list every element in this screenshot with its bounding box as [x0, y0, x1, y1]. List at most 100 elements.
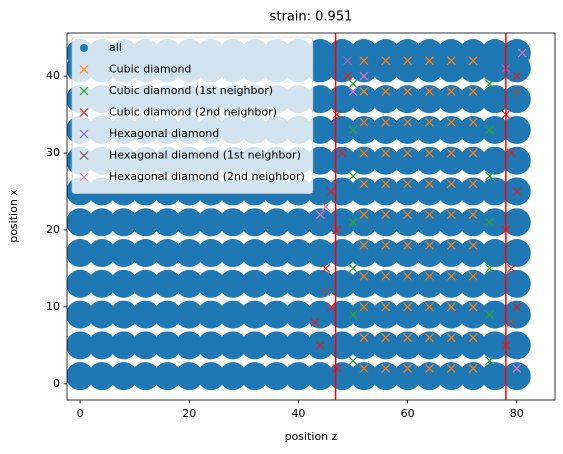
scatter-point	[446, 179, 456, 189]
scatter-point	[393, 239, 422, 268]
scatter-point	[371, 239, 400, 268]
scatter-point	[517, 48, 527, 58]
scatter-point	[349, 115, 378, 144]
scatter-point	[485, 125, 494, 135]
scatter-point	[480, 85, 509, 114]
scatter-point	[446, 87, 456, 96]
scatter-point	[381, 364, 391, 373]
scatter-point	[459, 115, 488, 144]
scatter-point	[197, 331, 226, 360]
scatter-point	[349, 239, 378, 268]
scatter-point	[131, 362, 160, 391]
scatter-point	[315, 210, 325, 220]
scatter-point	[459, 177, 488, 206]
scatter-point	[425, 117, 434, 127]
scatter-point	[393, 39, 422, 68]
scatter-point	[381, 271, 391, 281]
scatter-point	[459, 269, 488, 298]
scatter-point	[371, 208, 400, 237]
scatter-point	[131, 239, 160, 268]
scatter-point	[459, 85, 488, 114]
scatter-point	[359, 333, 369, 343]
scatter-point	[349, 208, 378, 237]
scatter-point	[371, 115, 400, 144]
scatter-point	[415, 115, 444, 144]
scatter-point	[87, 269, 116, 298]
scatter-point	[437, 115, 466, 144]
legend-marker	[79, 172, 89, 182]
scatter-point	[502, 85, 531, 114]
scatter-point	[425, 333, 434, 343]
scatter-point	[480, 208, 509, 237]
scatter-point	[381, 117, 391, 127]
scatter-point	[425, 87, 434, 96]
scatter-point	[109, 208, 138, 237]
scatter-point	[480, 362, 509, 391]
scatter-point	[381, 240, 391, 250]
scatter-point	[502, 362, 531, 391]
scatter-point	[512, 302, 522, 312]
scatter-point	[284, 208, 313, 237]
scatter-point	[348, 264, 358, 273]
scatter-point	[506, 264, 516, 273]
scatter-point	[175, 331, 204, 360]
scatter-point	[67, 208, 95, 237]
scatter-point	[485, 264, 494, 273]
x-tick-label: 40	[291, 407, 305, 420]
scatter-point	[459, 208, 488, 237]
scatter-point	[381, 179, 391, 189]
scatter-point	[109, 300, 138, 329]
scatter-point	[348, 356, 358, 366]
scatter-point	[480, 331, 509, 360]
scatter-point	[337, 148, 347, 158]
scatter-point	[359, 302, 369, 312]
scatter-point	[468, 240, 478, 250]
scatter-point	[306, 177, 335, 206]
scatter-point	[468, 148, 478, 158]
scatter-point	[262, 331, 291, 360]
scatter-point	[218, 362, 247, 391]
scatter-point	[109, 362, 138, 391]
scatter-point	[502, 331, 531, 360]
scatter-point	[381, 56, 391, 66]
scatter-point	[348, 310, 358, 320]
legend-marker	[79, 108, 89, 117]
scatter-point	[468, 364, 478, 373]
y-tick-label: 0	[53, 377, 60, 390]
scatter-point	[306, 115, 335, 144]
scatter-point	[512, 71, 522, 81]
scatter-point	[321, 287, 331, 296]
scatter-point	[371, 331, 400, 360]
scatter-point	[415, 146, 444, 175]
scatter-point	[403, 271, 413, 281]
scatter-point	[153, 300, 182, 329]
y-axis-label: position x	[7, 189, 20, 243]
scatter-point	[131, 300, 160, 329]
scatter-point	[175, 239, 204, 268]
scatter-point	[349, 177, 378, 206]
legend-label: Hexagonal diamond (2nd neighbor)	[109, 170, 305, 183]
scatter-point	[393, 208, 422, 237]
scatter-point	[468, 333, 478, 343]
chart-title: strain: 0.951	[270, 10, 353, 25]
scatter-point	[240, 239, 269, 268]
scatter-point	[403, 179, 413, 189]
scatter-point	[415, 239, 444, 268]
scatter-point	[349, 146, 378, 175]
scatter-point	[480, 115, 509, 144]
scatter-point	[197, 269, 226, 298]
scatter-point	[197, 208, 226, 237]
x-axis-label: position z	[285, 430, 338, 443]
y-tick-label: 40	[46, 69, 60, 82]
scatter-point	[393, 85, 422, 114]
scatter-point	[87, 331, 116, 360]
scatter-point	[403, 210, 413, 220]
scatter-point	[446, 148, 456, 158]
legend-marker	[79, 129, 89, 139]
scatter-point	[393, 177, 422, 206]
scatter-point	[371, 39, 400, 68]
scatter-point	[437, 362, 466, 391]
scatter-point	[371, 300, 400, 329]
scatter-point	[446, 302, 456, 312]
scatter-point	[468, 302, 478, 312]
